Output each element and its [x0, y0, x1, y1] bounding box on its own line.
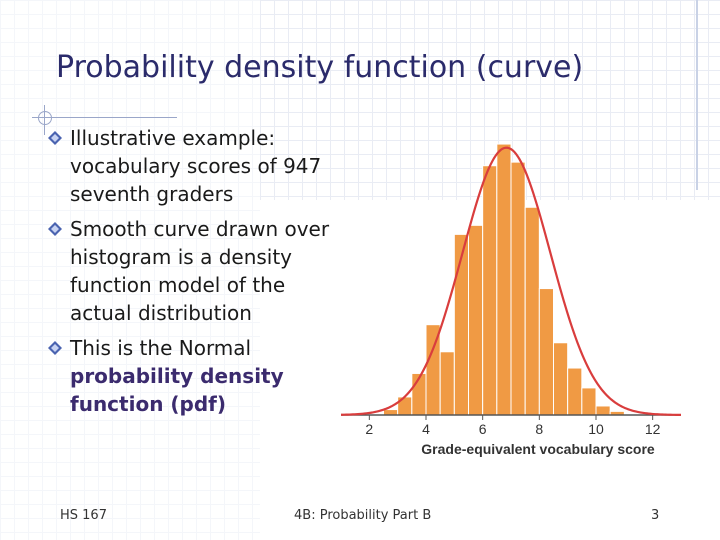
bullet-text: Smooth curve drawn over histogram is a d…	[70, 217, 330, 325]
bullet-emphasis: probability density function (pdf)	[70, 364, 284, 416]
histogram-bar	[553, 342, 569, 416]
x-axis-label: Grade-equivalent vocabulary score	[421, 441, 655, 457]
bullet-item: This is the Normal probability density f…	[46, 334, 346, 418]
histogram-bar	[567, 367, 583, 416]
decorative-line	[696, 0, 698, 190]
bullet-text: Illustrative example: vocabulary scores …	[70, 126, 322, 206]
footer-course: HS 167	[60, 508, 107, 523]
background-grid-left	[0, 0, 260, 540]
diamond-bullet-icon	[48, 341, 62, 355]
decorative-crosshair-circle	[38, 111, 52, 125]
bullet-text: This is the Normal	[70, 336, 252, 360]
histogram-bar	[383, 409, 399, 416]
bullet-list: Illustrative example: vocabulary scores …	[46, 124, 346, 425]
diamond-bullet-icon	[48, 222, 62, 236]
histogram-bar	[510, 161, 526, 416]
histogram-bar	[538, 288, 554, 416]
normal-density-curve	[340, 146, 682, 416]
x-tick-label: 8	[535, 421, 543, 437]
x-tick-label: 6	[479, 421, 487, 437]
x-tick-label: 12	[645, 421, 661, 437]
histogram-bars	[383, 143, 625, 416]
histogram-bar	[581, 387, 597, 416]
slide-title: Probability density function (curve)	[56, 50, 584, 85]
x-tick-label: 4	[422, 421, 430, 437]
diamond-bullet-icon	[48, 131, 62, 145]
x-tick-label: 10	[588, 421, 604, 437]
x-tick-label: 2	[365, 421, 373, 437]
decorative-crosshair-h	[32, 117, 177, 118]
histogram-chart: 2 4 6 8 10 12 Grade-equivalent vocabulary sco…	[340, 143, 682, 457]
histogram-bar	[496, 143, 512, 416]
x-ticks: 2 4 6 8 10 12	[365, 415, 661, 437]
histogram-bar	[453, 233, 470, 416]
footer-lecture: 4B: Probability Part B	[294, 508, 432, 523]
histogram-bar	[439, 351, 455, 416]
footer-page-number: 3	[651, 508, 660, 523]
histogram-bar	[595, 405, 611, 416]
histogram-bar	[482, 165, 498, 416]
bullet-item: Smooth curve drawn over histogram is a d…	[46, 215, 346, 327]
histogram-bar	[524, 206, 540, 416]
bullet-item: Illustrative example: vocabulary scores …	[46, 124, 346, 208]
histogram-bar	[468, 224, 484, 416]
